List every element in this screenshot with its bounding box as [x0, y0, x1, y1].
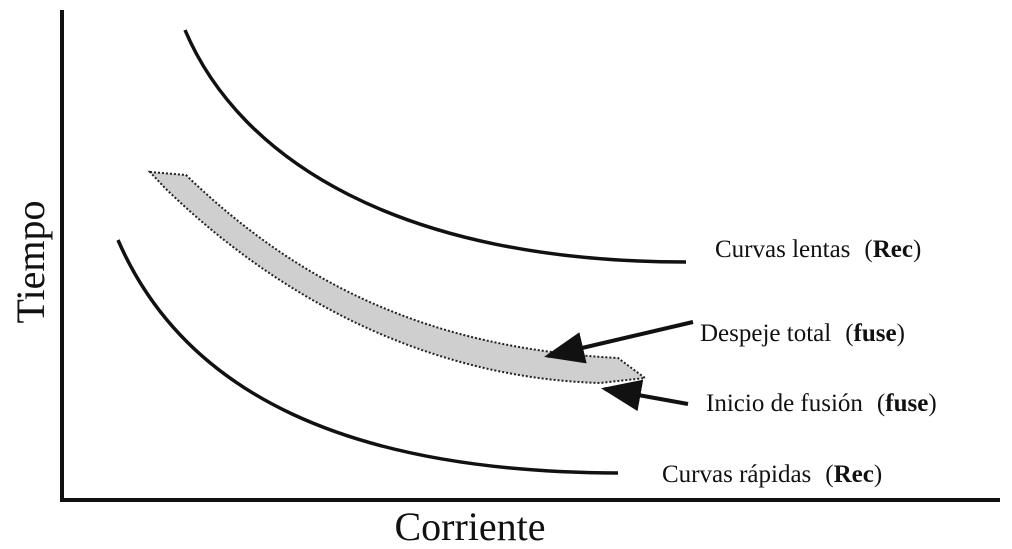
curve-label: Curvas rápidas (Rec) [662, 461, 882, 488]
label-close: ) [874, 461, 882, 488]
label-tag: fuse [885, 390, 928, 417]
label-close: ) [897, 320, 905, 347]
label-tag: fuse [854, 320, 897, 347]
label-close: ) [913, 236, 921, 263]
label-text: Curvas lentas [715, 236, 850, 263]
label-text: Despeje total [700, 320, 831, 347]
label-close: ) [928, 390, 936, 417]
label-tag: Rec [834, 461, 874, 488]
curve-label: Inicio de fusión (fuse) [706, 390, 937, 417]
label-open: ( [864, 236, 872, 263]
x-axis-label: Corriente [394, 504, 545, 549]
fast-curve [116, 239, 619, 475]
label-text: Curvas rápidas [662, 461, 811, 488]
label-open: ( [825, 461, 833, 488]
fuse-band [147, 170, 648, 385]
y-axis-label: Tiempo [8, 200, 53, 323]
arrow [601, 379, 689, 412]
curve-label: Curvas lentas (Rec) [715, 236, 921, 263]
curve-label: Despeje total (fuse) [700, 320, 905, 347]
arrow [544, 320, 694, 364]
label-tag: Rec [873, 236, 913, 263]
label-open: ( [877, 390, 885, 417]
label-open: ( [845, 320, 853, 347]
slow-curve [183, 29, 687, 264]
label-text: Inicio de fusión [706, 390, 863, 417]
